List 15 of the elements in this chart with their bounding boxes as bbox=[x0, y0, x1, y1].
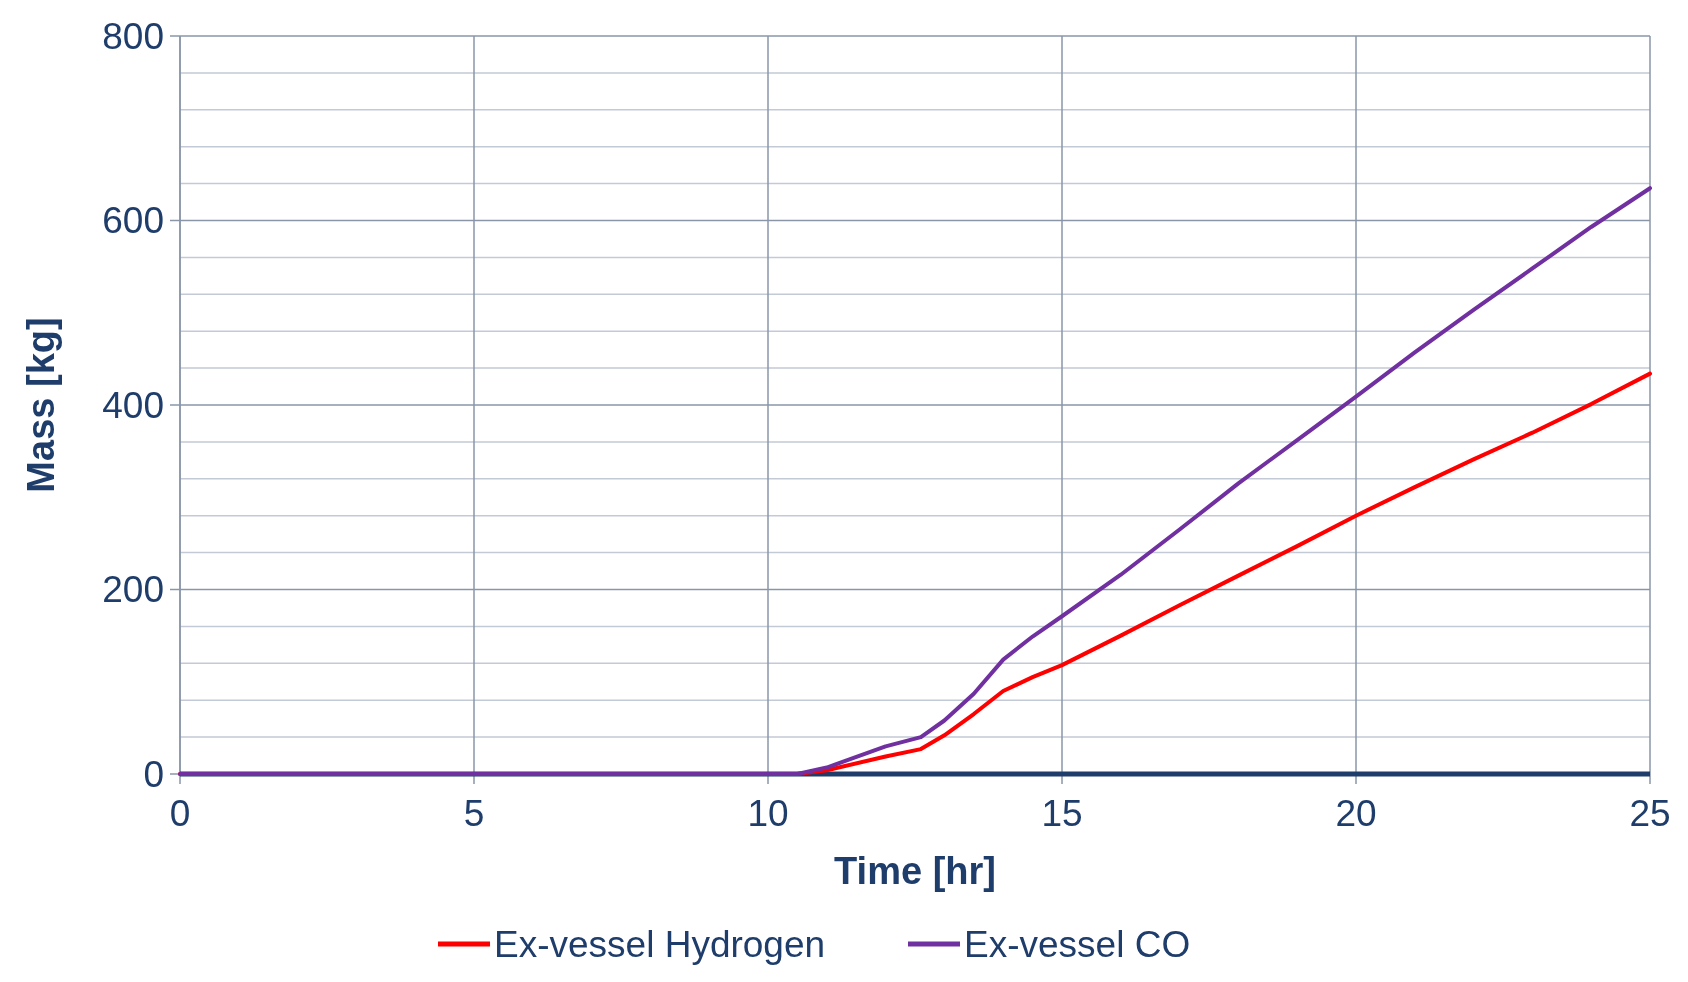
x-tick-label: 20 bbox=[1335, 793, 1377, 834]
legend-label: Ex-vessel Hydrogen bbox=[494, 923, 826, 965]
x-tick-label: 0 bbox=[169, 793, 191, 834]
x-tick-label: 15 bbox=[1041, 793, 1083, 834]
y-tick-label: 200 bbox=[102, 569, 164, 611]
y-axis-title: Mass [kg] bbox=[20, 317, 62, 493]
y-tick-label: 400 bbox=[102, 384, 164, 426]
x-tick-label: 10 bbox=[747, 793, 789, 834]
x-axis-title: Time [hr] bbox=[834, 850, 996, 892]
x-tick-label: 25 bbox=[1629, 793, 1671, 834]
y-tick-label: 0 bbox=[143, 753, 164, 795]
y-tick-label: 600 bbox=[102, 200, 164, 242]
legend-label: Ex-vessel CO bbox=[964, 923, 1191, 965]
y-tick-label: 800 bbox=[102, 15, 164, 57]
x-tick-label: 5 bbox=[463, 793, 485, 834]
